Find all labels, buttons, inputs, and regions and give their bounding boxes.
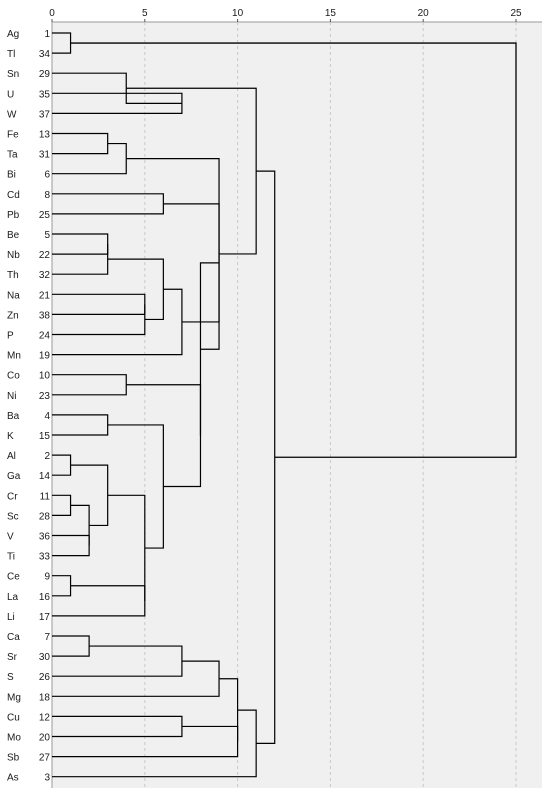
- leaf-label-u: U: [7, 89, 14, 100]
- leaf-label-ce: Ce: [7, 572, 20, 583]
- leaf-case-cu: 12: [39, 712, 51, 723]
- leaf-case-sb: 27: [39, 753, 51, 764]
- x-tick-label-25: 25: [510, 8, 522, 19]
- link-crscvti: [70, 504, 90, 546]
- leaf-case-nb: 22: [39, 250, 51, 261]
- leaf-label-fe: Fe: [7, 130, 19, 141]
- leaf-case-cr: 11: [40, 491, 51, 502]
- leaf-label-ba: Ba: [7, 411, 20, 422]
- leaf-label-sc: Sc: [7, 511, 19, 522]
- leaf-case-cd: 8: [44, 190, 50, 201]
- leaf-case-ta: 31: [39, 150, 51, 161]
- link-g_cdco: [199, 262, 220, 436]
- leaf-label-bi: Bi: [7, 170, 16, 181]
- leaf-label-al: Al: [7, 451, 16, 462]
- leaf-label-th: Th: [7, 270, 19, 281]
- leaf-label-ca: Ca: [7, 632, 20, 643]
- dendrogram-links: [52, 32, 517, 778]
- leaf-case-ni: 23: [39, 391, 51, 402]
- leaf-label-ti: Ti: [7, 552, 15, 563]
- leaf-label-li: Li: [7, 612, 15, 623]
- leaf-label-co: Co: [7, 371, 20, 382]
- leaf-label-nb: Nb: [7, 250, 20, 261]
- leaf-case-li: 17: [39, 612, 51, 623]
- leaf-case-ba: 4: [44, 411, 50, 422]
- leaf-case-ca: 7: [44, 632, 50, 643]
- leaf-label-v: V: [7, 532, 14, 543]
- leaf-label-w: W: [7, 109, 17, 120]
- link-benbth: [52, 244, 109, 275]
- link-root: [70, 42, 517, 458]
- x-tick-label-0: 0: [49, 8, 55, 19]
- leaf-case-k: 15: [39, 431, 51, 442]
- leaf-label-as: As: [7, 773, 19, 784]
- leaf-label-ta: Ta: [7, 150, 18, 161]
- x-tick-labels: 0 5 10 15 20 25: [49, 8, 522, 22]
- x-tick-label-20: 20: [418, 8, 430, 19]
- leaf-label-cu: Cu: [7, 712, 20, 723]
- leaf-case-th: 32: [39, 270, 51, 281]
- leaf-case-sc: 28: [39, 511, 51, 522]
- leaf-label-cd: Cd: [7, 190, 20, 201]
- leaf-case-as: 3: [44, 773, 50, 784]
- leaf-case-tl: 34: [39, 49, 51, 60]
- leaf-case-na: 21: [39, 290, 51, 301]
- leaf-case-ga: 14: [39, 471, 51, 482]
- leaf-case-co: 10: [39, 371, 51, 382]
- leaf-case-sn: 29: [39, 69, 51, 80]
- leaf-case-s: 26: [39, 672, 51, 683]
- leaf-case-w: 37: [39, 109, 51, 120]
- leaf-case-zn: 38: [39, 310, 51, 321]
- leaf-label-cr: Cr: [7, 491, 18, 502]
- x-tick-label-10: 10: [232, 8, 244, 19]
- leaf-case-pb: 25: [39, 210, 51, 221]
- leaf-case-mg: 18: [39, 692, 51, 703]
- leaf-label-mg: Mg: [7, 692, 21, 703]
- leaf-label-zn: Zn: [7, 310, 19, 321]
- leaf-case-u: 35: [39, 89, 51, 100]
- leaf-label-sr: Sr: [7, 652, 18, 663]
- leaf-label-mo: Mo: [7, 733, 21, 744]
- leaf-label-mn: Mn: [7, 351, 21, 362]
- link-naznp: [52, 304, 146, 336]
- leaf-label-pb: Pb: [7, 210, 20, 221]
- leaf-case-al: 2: [44, 451, 50, 462]
- leaf-case-ce: 9: [44, 572, 50, 583]
- link-alce: [107, 494, 146, 601]
- leaf-case-fe: 13: [39, 130, 51, 141]
- leaf-case-v: 36: [39, 532, 51, 543]
- leaf-label-s: S: [7, 672, 14, 683]
- link-cacu: [219, 678, 239, 742]
- x-tick-label-5: 5: [142, 8, 148, 19]
- leaf-case-be: 5: [44, 230, 50, 241]
- leaf-label-la: La: [7, 592, 19, 603]
- leaf-case-sr: 30: [39, 652, 51, 663]
- leaf-label-sb: Sb: [7, 753, 20, 764]
- leaf-label-tl: Tl: [7, 49, 15, 60]
- leaf-case-bi: 6: [44, 170, 50, 181]
- leaf-case-mo: 20: [39, 733, 51, 744]
- leaf-case-p: 24: [39, 331, 51, 342]
- leaf-case-mn: 19: [39, 351, 51, 362]
- leaf-label-be: Be: [7, 230, 20, 241]
- leaf-label-p: P: [7, 331, 14, 342]
- leaf-case-ti: 33: [39, 552, 51, 563]
- leaf-case-la: 16: [39, 592, 51, 603]
- leaf-label-ag: Ag: [7, 29, 19, 40]
- leaf-label-na: Na: [7, 290, 20, 301]
- leaf-label-ni: Ni: [7, 391, 16, 402]
- plot-background: [52, 22, 542, 788]
- leaf-label-ga: Ga: [7, 471, 21, 482]
- x-tick-label-15: 15: [325, 8, 337, 19]
- leaf-case-ag: 1: [44, 29, 50, 40]
- leaf-label-sn: Sn: [7, 69, 19, 80]
- leaf-label-k: K: [7, 431, 14, 442]
